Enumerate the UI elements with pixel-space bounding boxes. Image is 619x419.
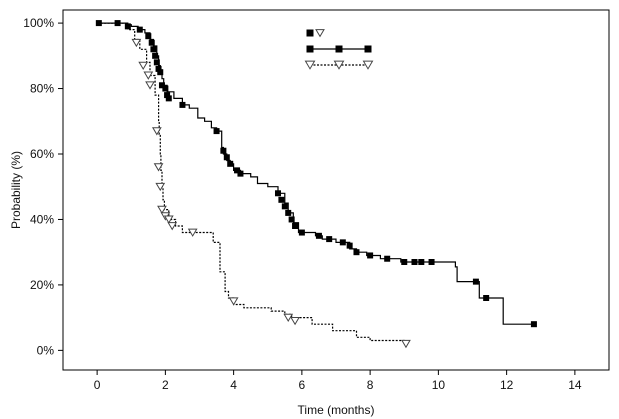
legend-marker-triangle (304, 60, 316, 70)
censor-mark-square (179, 101, 186, 108)
censor-mark-triangle (143, 71, 154, 80)
censor-mark-square (483, 295, 490, 301)
censor-mark-square (278, 196, 285, 203)
x-tick-label: 2 (162, 378, 169, 392)
censor-mark-square (165, 95, 172, 102)
censor-mark-triangle (145, 81, 155, 90)
series-1 (95, 20, 537, 328)
censor-mark-square (315, 232, 322, 239)
plot-frame (62, 9, 610, 371)
censor-mark-square (158, 82, 165, 89)
legend-marker-triangle (333, 60, 345, 70)
censor-mark-square (152, 52, 159, 59)
series-2 (97, 22, 411, 349)
x-tick-label: 10 (432, 378, 446, 392)
censor-mark-square (150, 46, 157, 53)
censor-mark-square (220, 147, 227, 154)
x-tick-label: 14 (568, 378, 582, 392)
series-2-line (97, 22, 407, 344)
legend (304, 29, 374, 70)
legend-marker-square (364, 45, 372, 53)
censor-mark-square (401, 259, 408, 265)
censor-mark-triangle (187, 228, 198, 237)
x-tick-label: 8 (367, 378, 374, 392)
censor-mark-square (148, 39, 155, 46)
legend-marker-square (335, 45, 343, 53)
censor-mark-triangle (151, 127, 162, 136)
censor-mark-square (288, 216, 295, 223)
censor-mark-triangle (163, 215, 174, 224)
y-tick-label: 100% (23, 16, 54, 30)
series-1-line (97, 22, 534, 325)
legend-marker-square (306, 45, 314, 53)
censor-mark-square (124, 23, 131, 30)
y-axis: 0% 20% 40% 60% 80% 100% (23, 16, 63, 357)
censor-mark-square (298, 229, 305, 236)
censor-mark-square (530, 321, 537, 328)
censor-mark-square (223, 154, 230, 161)
censor-mark-square (285, 209, 292, 216)
y-tick-label: 0% (37, 343, 55, 357)
curves (95, 20, 537, 349)
legend-marker-triangle (362, 60, 374, 70)
censor-mark-square (153, 59, 160, 66)
censor-mark-square (326, 236, 333, 243)
x-tick-label: 12 (500, 378, 514, 392)
censor-mark-triangle (138, 61, 149, 71)
censor-mark-square (428, 259, 435, 265)
legend-key-triangle (315, 29, 325, 38)
censor-mark-square (418, 259, 425, 265)
censor-mark-square (155, 65, 162, 72)
censor-mark-triangle (228, 297, 239, 306)
censor-mark-square (339, 239, 346, 246)
censor-mark-triangle (157, 205, 167, 215)
y-tick-label: 60% (30, 147, 54, 161)
censor-mark-triangle (153, 163, 164, 172)
x-tick-label: 4 (230, 378, 237, 392)
censor-mark-square (227, 160, 234, 167)
x-tick-label: 0 (94, 378, 101, 392)
x-tick-label: 6 (299, 378, 306, 392)
censor-mark-square (472, 278, 479, 285)
censor-mark-square (136, 26, 143, 33)
censor-mark-square (384, 255, 391, 262)
censor-mark-square (281, 203, 288, 210)
x-axis: 0 2 4 6 8 10 12 14 (94, 370, 582, 392)
y-tick-label: 40% (30, 212, 54, 226)
censor-mark-square (292, 223, 299, 229)
censor-mark-triangle (131, 38, 142, 48)
censor-mark-square (114, 20, 121, 27)
censor-mark-square (411, 259, 418, 265)
censor-mark-square (367, 252, 374, 259)
censor-mark-square (274, 190, 281, 197)
y-tick-label: 80% (30, 82, 54, 96)
censor-mark-square (234, 167, 241, 174)
censor-mark-square (145, 33, 152, 40)
y-axis-title: Probability (%) (9, 151, 23, 229)
censor-mark-triangle (167, 222, 178, 231)
censor-mark-square (164, 92, 171, 99)
censor-mark-square (157, 69, 164, 76)
censor-mark-square (353, 249, 360, 256)
censor-mark-triangle (290, 317, 300, 326)
legend-key-square (306, 29, 314, 37)
censor-mark-square (346, 242, 353, 249)
censor-mark-square (162, 85, 169, 92)
censor-mark-square (213, 128, 220, 135)
censor-mark-triangle (283, 313, 294, 323)
y-tick-label: 20% (30, 278, 54, 292)
censor-mark-triangle (155, 182, 166, 192)
x-axis-title: Time (months) (298, 403, 375, 417)
censor-mark-triangle (401, 339, 411, 349)
censor-mark-square (237, 170, 244, 177)
